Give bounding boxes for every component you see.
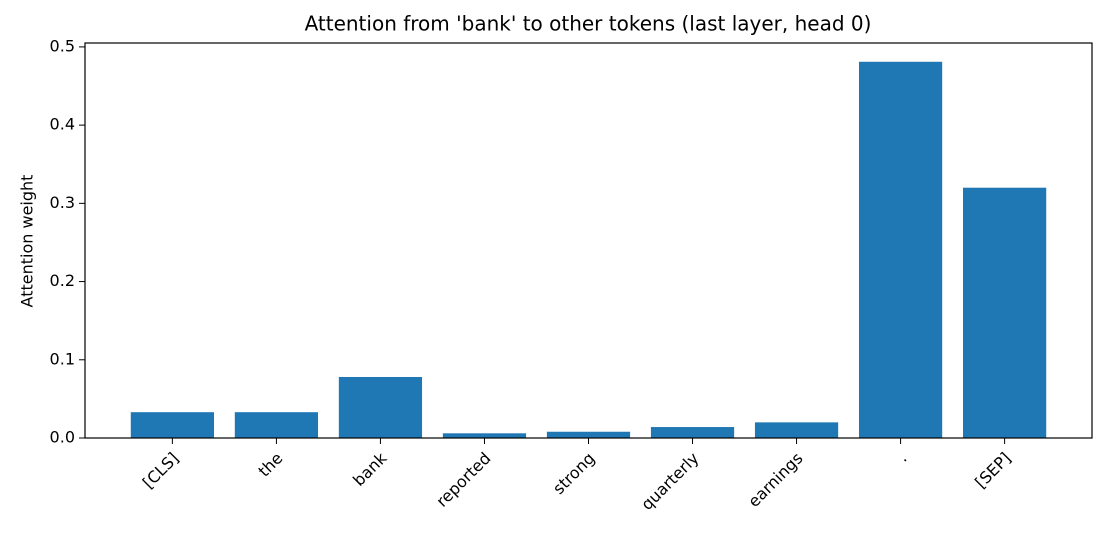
x-tick-label: strong bbox=[549, 449, 598, 498]
y-tick-label: 0.2 bbox=[50, 271, 75, 290]
y-tick-label: 0.3 bbox=[50, 193, 75, 212]
x-tick-label: earnings bbox=[744, 449, 806, 511]
bar bbox=[650, 427, 735, 438]
x-tick-label: [SEP] bbox=[971, 449, 1014, 492]
x-tick-label: [CLS] bbox=[139, 449, 183, 493]
bar bbox=[234, 412, 319, 438]
bar bbox=[130, 412, 214, 438]
bar bbox=[963, 187, 1047, 438]
bar bbox=[754, 422, 839, 438]
x-tick-label: . bbox=[894, 449, 911, 466]
chart-title: Attention from 'bank' to other tokens (l… bbox=[305, 12, 872, 36]
bar bbox=[546, 431, 631, 438]
bar bbox=[858, 61, 943, 438]
bar bbox=[338, 376, 423, 438]
bar bbox=[442, 433, 527, 438]
x-tick-label: bank bbox=[349, 448, 391, 490]
y-axis-label: Attention weight bbox=[18, 175, 37, 308]
y-tick-label: 0.5 bbox=[50, 36, 75, 55]
y-tick-label: 0.4 bbox=[50, 115, 75, 134]
x-tick-label: reported bbox=[432, 449, 494, 511]
x-tick-label: the bbox=[254, 449, 286, 481]
y-tick-label: 0.0 bbox=[50, 428, 75, 447]
y-tick-label: 0.1 bbox=[50, 349, 75, 368]
plot-frame bbox=[84, 42, 1093, 439]
x-tick-label: quarterly bbox=[637, 449, 702, 514]
